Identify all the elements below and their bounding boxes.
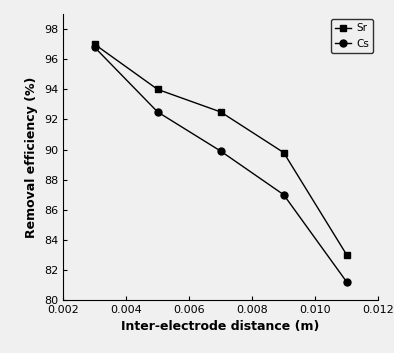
Y-axis label: Removal efficiency (%): Removal efficiency (%): [25, 76, 38, 238]
Cs: [281, 193, 286, 197]
Cs: [155, 110, 160, 114]
X-axis label: Inter-electrode distance (m): Inter-electrode distance (m): [121, 321, 320, 334]
Line: Sr: Sr: [91, 41, 350, 258]
Cs: [92, 45, 97, 49]
Sr: [281, 150, 286, 155]
Sr: [218, 110, 223, 114]
Sr: [92, 42, 97, 46]
Sr: [155, 87, 160, 91]
Cs: [344, 280, 349, 284]
Line: Cs: Cs: [91, 44, 350, 286]
Sr: [344, 253, 349, 257]
Cs: [218, 149, 223, 153]
Legend: Sr, Cs: Sr, Cs: [331, 19, 373, 53]
